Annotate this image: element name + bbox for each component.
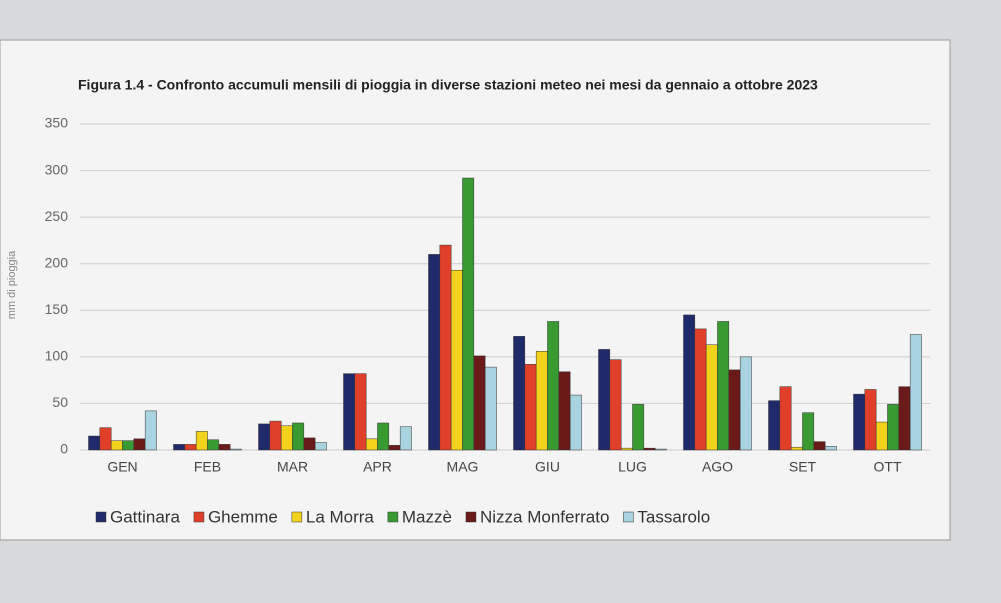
legend-label: Tassarolo (637, 507, 710, 526)
bar (717, 321, 730, 451)
x-tick-label: AGO (702, 459, 733, 475)
bar (768, 400, 781, 451)
x-tick-label: APR (363, 459, 392, 475)
bar (524, 364, 537, 451)
bar (184, 444, 197, 451)
bar (173, 444, 186, 451)
bar (887, 404, 900, 451)
bar (813, 441, 826, 451)
bar (779, 386, 792, 451)
bar (609, 359, 622, 451)
bar (269, 420, 282, 451)
bar (513, 336, 526, 451)
card (0, 39, 951, 541)
bar (399, 426, 412, 451)
legend-swatch (623, 511, 634, 523)
bar (303, 437, 316, 451)
bar (683, 314, 696, 451)
bar (473, 355, 486, 451)
y-axis-label: mm di pioggia (6, 250, 18, 319)
bar (229, 448, 242, 451)
legend-swatch (291, 511, 303, 523)
bar (207, 439, 220, 451)
x-tick-label: GIU (535, 459, 560, 475)
y-tick-label: 200 (45, 254, 69, 270)
bar (343, 373, 356, 451)
bar (694, 328, 707, 451)
bar (569, 394, 582, 451)
legend-label: Mazzè (402, 507, 452, 526)
x-tick-label: MAG (447, 459, 479, 475)
bar (133, 438, 146, 451)
legend-swatch (387, 511, 399, 523)
y-tick-label: 100 (45, 348, 69, 364)
bar (802, 412, 815, 451)
bar (547, 321, 560, 451)
legend-swatch (95, 511, 107, 523)
bar (875, 421, 888, 451)
x-tick-label: GEN (107, 459, 137, 475)
bar (853, 393, 866, 451)
bar (654, 448, 667, 451)
bar (195, 431, 208, 451)
bar (484, 366, 497, 451)
bar (535, 351, 548, 451)
legend-label: Ghemme (208, 507, 278, 526)
bar (450, 269, 463, 451)
bar (110, 440, 123, 451)
legend-label: Nizza Monferrato (480, 507, 609, 526)
y-tick-label: 350 (45, 115, 69, 131)
y-tick-label: 300 (45, 161, 69, 177)
bar (439, 244, 452, 451)
bar (824, 446, 837, 451)
legend-label: Gattinara (110, 507, 180, 526)
bar (620, 447, 633, 451)
y-tick-label: 150 (45, 301, 69, 317)
legend-label: La Morra (306, 507, 375, 526)
bar (909, 334, 922, 451)
bar (314, 442, 327, 451)
bar (428, 254, 441, 451)
bar (705, 344, 718, 451)
bar (99, 427, 112, 451)
legend-swatch (193, 511, 205, 523)
bar (218, 444, 231, 451)
bar (462, 177, 475, 451)
bar (598, 349, 611, 451)
x-tick-label: FEB (194, 459, 221, 475)
bar (558, 371, 571, 451)
bar (377, 422, 390, 451)
bar (898, 386, 911, 451)
x-tick-label: LUG (618, 459, 647, 475)
chart-title: Figura 1.4 - Confronto accumuli mensili … (78, 77, 818, 93)
bar (280, 425, 293, 451)
bar (739, 356, 752, 451)
bar (365, 438, 378, 451)
bar (864, 389, 877, 451)
y-tick-label: 250 (45, 208, 69, 224)
bar (643, 447, 656, 451)
legend-swatch (465, 511, 477, 523)
y-tick-label: 0 (60, 441, 68, 457)
x-tick-label: MAR (277, 459, 308, 475)
bar (728, 369, 741, 451)
bar (88, 435, 101, 451)
bar (292, 422, 305, 451)
bar (388, 445, 401, 451)
y-tick-label: 50 (52, 394, 68, 410)
bar (790, 446, 803, 451)
x-tick-label: OTT (874, 459, 902, 475)
bar (258, 423, 271, 451)
bar (144, 410, 157, 451)
bar (122, 440, 135, 451)
bar (354, 373, 367, 451)
bar (632, 404, 645, 451)
x-tick-label: SET (789, 459, 817, 475)
